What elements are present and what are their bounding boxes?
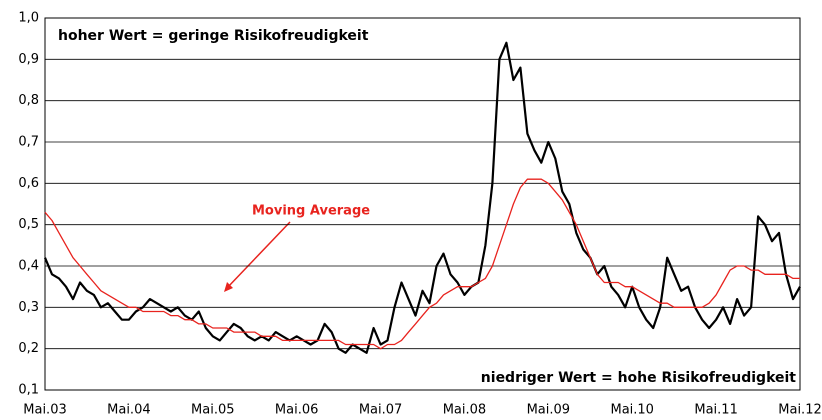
y-tick-label: 0,2 — [18, 341, 39, 356]
x-tick-label: Mai.04 — [107, 403, 150, 418]
y-tick-label: 1,0 — [18, 11, 39, 26]
x-tick-label: Mai.11 — [694, 403, 737, 418]
x-tick-label: Mai.03 — [23, 403, 66, 418]
y-tick-label: 0,8 — [18, 93, 39, 108]
series-line — [43, 41, 801, 354]
annotation: Moving Average — [252, 204, 370, 219]
y-tick-label: 0,3 — [18, 300, 39, 315]
annotation-bg — [52, 24, 422, 46]
y-tick-label: 0,5 — [18, 217, 39, 232]
plot-frame — [44, 17, 801, 391]
arrow-head — [224, 282, 233, 292]
x-tick-label: Mai.12 — [778, 403, 821, 418]
x-tick-label: Mai.05 — [191, 403, 234, 418]
y-tick-label: 0,7 — [18, 135, 39, 150]
annotation: niedriger Wert = hohe Risikofreudigkeit — [481, 370, 797, 386]
x-tick-label: Mai.06 — [275, 403, 318, 418]
annotation-bg — [428, 366, 798, 388]
annotation-arrow — [226, 221, 291, 289]
x-tick-label: Mai.10 — [610, 403, 653, 418]
y-tick-label: 0,9 — [18, 52, 39, 67]
y-tick-label: 0,4 — [18, 259, 39, 274]
y-tick-label: 0,6 — [18, 176, 39, 191]
x-tick-label: Mai.08 — [443, 403, 486, 418]
y-tick-label: 0,1 — [18, 383, 39, 398]
x-tick-label: Mai.09 — [527, 403, 570, 418]
annotation: hoher Wert = geringe Risikofreudigkeit — [58, 28, 369, 44]
x-tick-label: Mai.07 — [359, 403, 402, 418]
series-line — [44, 178, 800, 350]
